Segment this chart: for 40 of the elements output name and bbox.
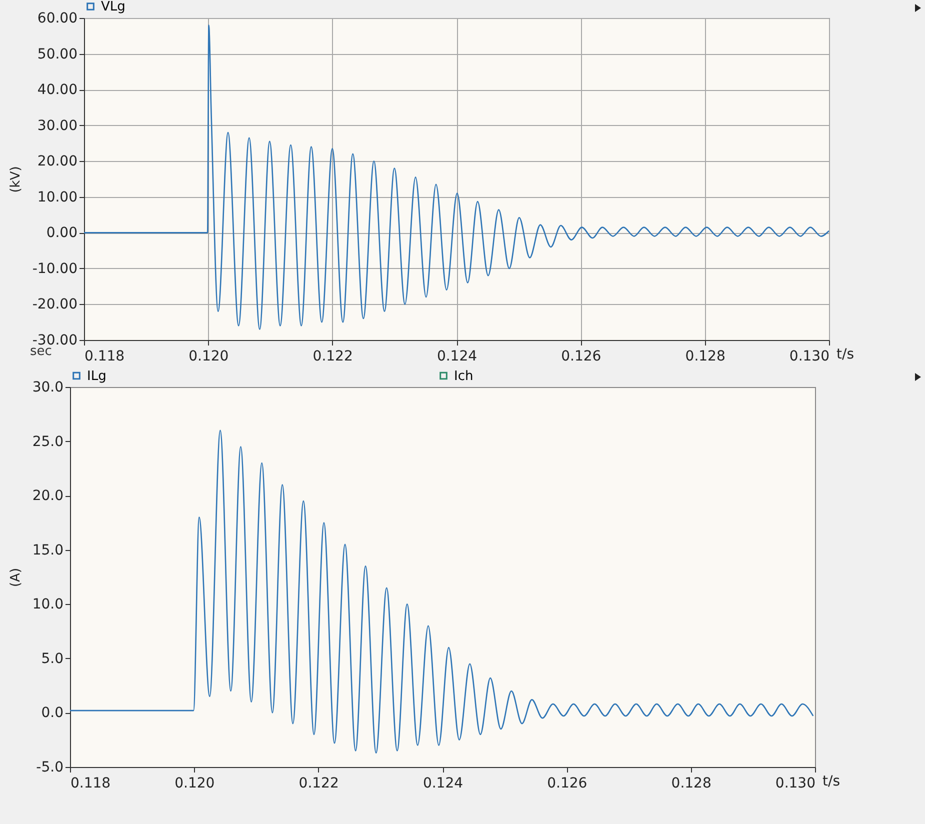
legend-label: Ich xyxy=(454,368,474,384)
y-tick-label: 25.0 xyxy=(32,434,64,450)
x-tick-label: 0.122 xyxy=(298,776,339,792)
y-tick-label: -20.00 xyxy=(32,296,78,313)
y-tick-label: 40.00 xyxy=(37,82,78,98)
y-tick-label: 30.0 xyxy=(32,380,64,396)
x-tick-label: 0.130 xyxy=(775,776,816,792)
y-tick-label: 5.0 xyxy=(41,650,64,667)
x-tick-label: 0.128 xyxy=(685,348,726,364)
line-series xyxy=(70,430,814,754)
y-tick-label: -5.0 xyxy=(36,760,64,776)
y-tick-label: 50.00 xyxy=(37,46,78,62)
y-tick-label: 20.00 xyxy=(37,154,78,170)
x-tick-label: 0.122 xyxy=(312,348,353,364)
y-tick-label: -10.00 xyxy=(32,260,78,277)
x-tick-label: 0.128 xyxy=(671,776,712,792)
legend-label: VLg xyxy=(101,0,126,14)
y-tick-label: 10.0 xyxy=(32,596,64,613)
y-tick-label: 60.00 xyxy=(37,10,78,26)
y-axis-title: (A) xyxy=(8,568,24,588)
x-axis-title: t/s xyxy=(836,346,854,362)
x-tick-label: 0.120 xyxy=(174,776,215,792)
y-tick-label: 10.00 xyxy=(37,189,78,206)
x-tick-label: 0.124 xyxy=(422,776,464,792)
x-axis-title: t/s xyxy=(822,774,840,790)
y-tick-label: 0.0 xyxy=(41,705,64,722)
x-tick-label: 0.124 xyxy=(436,348,478,364)
y-tick-label: 20.0 xyxy=(32,488,64,504)
legend-label: ILg xyxy=(87,368,106,384)
y-tick-label: 15.0 xyxy=(32,542,64,558)
x-tick-label: 0.126 xyxy=(547,776,588,792)
x-tick-label: 0.130 xyxy=(789,348,830,364)
line-series xyxy=(84,24,829,330)
x-tick-label: 0.118 xyxy=(70,776,111,792)
y-tick-label: 30.00 xyxy=(37,118,78,134)
x-tick-label: 0.126 xyxy=(561,348,602,364)
x-tick-label: 0.118 xyxy=(84,348,125,364)
y-axis-title: (kV) xyxy=(8,166,24,193)
x-tick-label: 0.120 xyxy=(188,348,229,364)
y-tick-label: 0.00 xyxy=(46,225,78,242)
